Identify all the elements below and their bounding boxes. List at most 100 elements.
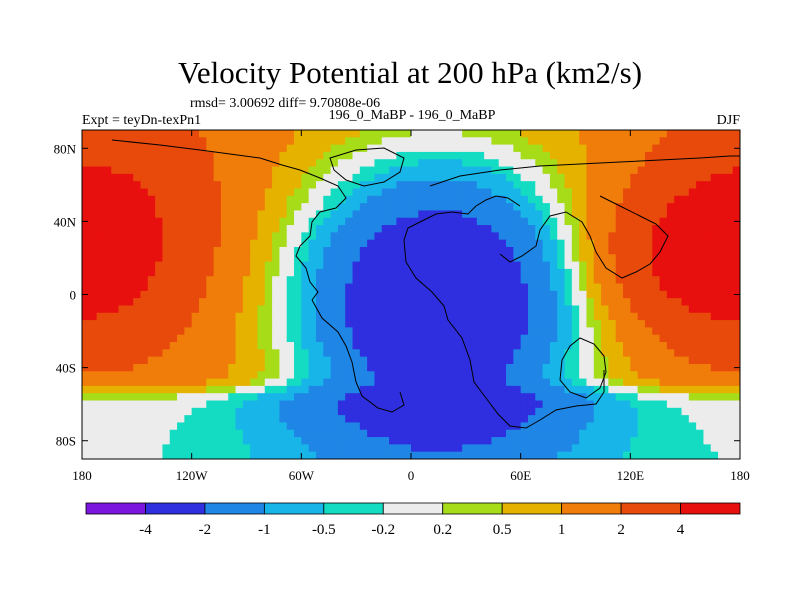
field-cell (469, 342, 478, 350)
field-cell (301, 144, 310, 153)
field-cell (301, 188, 310, 197)
field-cell (96, 181, 105, 190)
field-cell (286, 239, 295, 248)
field-cell (89, 363, 98, 372)
field-cell (527, 422, 536, 431)
field-cell (732, 268, 740, 277)
field-cell (681, 159, 690, 168)
field-cell (374, 217, 383, 226)
field-cell (527, 188, 536, 197)
field-cell (432, 290, 441, 299)
field-cell (425, 151, 434, 160)
field-cell (659, 393, 668, 402)
field-cell (454, 378, 463, 387)
colorbar-label: -4 (139, 522, 152, 538)
field-cell (432, 363, 441, 372)
field-cell (162, 188, 171, 197)
field-cell (520, 342, 529, 350)
field-cell (425, 254, 434, 263)
field-cell (396, 349, 405, 358)
field-cell (615, 356, 624, 365)
field-cell (133, 210, 142, 219)
field-cell (506, 181, 514, 190)
field-cell (666, 422, 675, 431)
field-cell (301, 429, 310, 438)
field-cell (571, 261, 580, 270)
field-cell (82, 246, 90, 255)
field-cell (367, 130, 376, 138)
field-cell (389, 400, 397, 409)
y-tick-label: 0 (70, 288, 77, 303)
field-cell (418, 232, 427, 241)
field-cell (198, 444, 207, 453)
field-cell (235, 290, 244, 299)
field-cell (308, 371, 317, 380)
field-cell (198, 225, 207, 233)
field-cell (264, 217, 273, 226)
field-cell (140, 181, 149, 190)
field-cell (330, 137, 339, 146)
field-cell (381, 173, 390, 182)
field-cell (454, 151, 463, 160)
field-cell (674, 130, 683, 138)
field-cell (644, 334, 653, 343)
field-cell (454, 181, 463, 190)
field-cell (323, 144, 332, 153)
field-cell (177, 393, 185, 402)
field-cell (549, 137, 558, 146)
field-cell (644, 217, 653, 226)
field-cell (286, 268, 295, 277)
field-cell (206, 400, 215, 409)
field-cell (703, 400, 712, 409)
field-cell (681, 130, 690, 138)
field-cell (228, 130, 237, 138)
field-cell (330, 210, 339, 219)
field-cell (140, 407, 149, 416)
field-cell (294, 415, 302, 424)
field-cell (703, 429, 712, 438)
field-cell (140, 246, 149, 255)
field-cell (564, 239, 573, 248)
field-cell (352, 210, 361, 219)
field-cell (666, 356, 675, 365)
field-cell (703, 290, 712, 299)
field-cell (688, 451, 697, 459)
field-cell (169, 415, 178, 424)
field-cell (381, 385, 390, 394)
field-cell (213, 407, 222, 416)
field-cell (557, 305, 566, 314)
field-cell (162, 429, 171, 438)
field-cell (162, 422, 171, 431)
field-cell (286, 415, 295, 424)
field-cell (323, 246, 332, 255)
field-cell (484, 320, 493, 328)
field-cell (403, 276, 412, 285)
field-cell (703, 239, 712, 248)
field-cell (615, 188, 624, 197)
field-cell (103, 159, 112, 168)
field-cell (337, 130, 346, 138)
field-cell (89, 210, 98, 219)
field-cell (345, 371, 354, 380)
field-cell (696, 444, 705, 453)
field-cell (644, 166, 653, 175)
field-cell (403, 298, 412, 307)
field-cell (352, 305, 361, 314)
field-cell (337, 385, 346, 394)
field-cell (491, 371, 500, 380)
field-cell (498, 451, 507, 459)
field-cell (557, 268, 566, 277)
field-cell (235, 261, 244, 270)
field-cell (155, 378, 164, 387)
field-cell (198, 239, 207, 248)
field-cell (652, 305, 661, 314)
field-cell (294, 195, 302, 204)
field-cell (162, 451, 171, 459)
colorbar: -4 -2 -1 -0.5 -0.2 0.2 0.5 1 2 4 (85, 502, 741, 538)
field-cell (213, 356, 222, 365)
field-cell (264, 283, 273, 292)
field-cell (688, 246, 697, 255)
field-cell (140, 451, 149, 459)
field-cell (118, 327, 127, 336)
field-cell (703, 166, 712, 175)
